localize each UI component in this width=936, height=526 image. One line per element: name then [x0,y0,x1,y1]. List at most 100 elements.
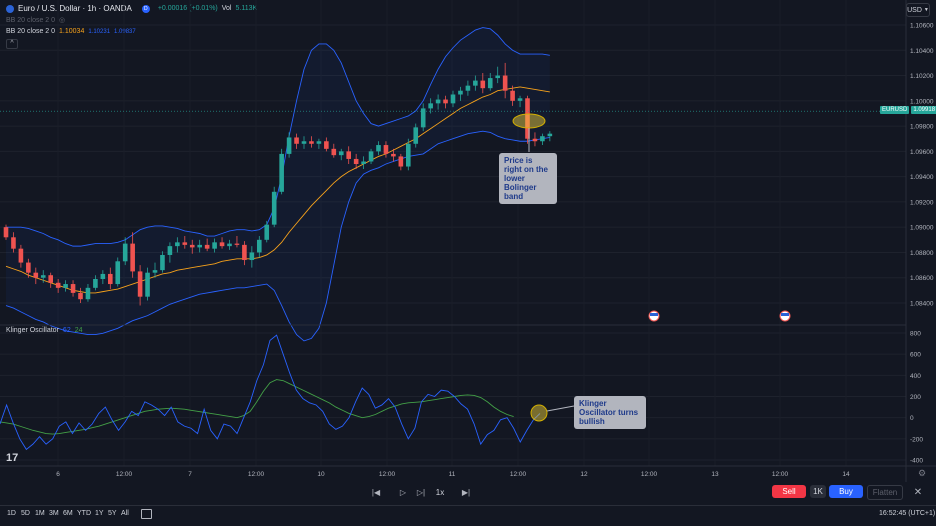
replay-jump-to-start-button[interactable]: |◀ [371,487,381,497]
klinger-oscillator-line [0,334,541,451]
sell-button[interactable]: Sell [772,485,806,498]
time-tick-label: 14 [842,471,850,478]
candle-body [353,158,359,164]
gear-icon[interactable]: ⚙ [918,468,927,478]
candle-body [11,237,16,249]
economic-event-flag-icon-2[interactable] [779,310,791,322]
candle-body [301,141,307,144]
candle-body [435,99,441,104]
time-tick-label: 12:00 [248,471,265,478]
oscillator-title[interactable]: Klinger Oscillator [6,327,59,334]
candle-body [26,262,31,273]
timeframe-1y[interactable]: 1Y [95,510,104,517]
oscillator-callout-connector [546,405,575,412]
quantity-value: 1K [813,487,823,496]
replay-speed-label: 1x [435,487,445,497]
clock-time[interactable]: 16:52:45 (UTC+1) [879,510,936,517]
collapse-legend-button[interactable]: ^ [6,39,18,49]
bollinger-upper-value: 1.10231 [88,28,111,35]
time-tick-label: 12:00 [772,471,789,478]
eye-off-icon[interactable]: ◎ [59,17,66,24]
price-tick-label: 1.10400 [910,48,934,55]
calendar-range-icon[interactable] [141,509,152,519]
oscillator-tick-label: -400 [910,458,923,465]
candle-body [78,292,83,300]
timeframe-ytd[interactable]: YTD [77,510,91,517]
timeframe-1m[interactable]: 1M [35,510,45,517]
volume-value: 5.113K [235,5,258,12]
time-tick-label: 10 [317,471,325,478]
time-tick-label: 11 [449,471,456,478]
market-status-icon[interactable]: D [141,4,150,13]
timeframe-all[interactable]: All [121,510,129,517]
candle-body [309,141,314,144]
candle-body [480,80,486,89]
candle-body [70,284,76,293]
candle-body [428,103,433,109]
timeframe-5y[interactable]: 5Y [108,510,117,517]
price-tick-label: 1.08800 [910,250,934,257]
candle-body [182,242,188,245]
replay-jump-to-realtime-button[interactable]: ▶| [461,487,471,497]
oscillator-callout: Klinger Oscillator turns bullish [574,396,646,429]
flatten-button[interactable]: Flatten [867,485,903,500]
candle-body [398,156,404,167]
candle-body [286,137,292,154]
candle-body [33,272,39,278]
current-price-symbol: EURUSD [880,106,910,115]
replay-step-forward-button[interactable]: ▷| [416,487,426,497]
price-tick-label: 1.10600 [910,23,934,30]
candle-body [152,270,158,273]
candle-body [487,78,493,89]
klinger-highlight [530,404,548,422]
timeframe-3m[interactable]: 3M [49,510,59,517]
timeframe-1d[interactable]: 1D [7,510,16,517]
oscillator-tick-label: -200 [910,436,923,443]
candle-body [204,244,210,249]
candle-body [391,153,396,157]
candle-body [540,136,545,142]
candle-body [249,252,255,261]
candle-body [376,145,381,152]
currency-flag-icon [6,4,14,13]
candle-body [346,151,351,159]
economic-event-flag-icon[interactable] [648,310,660,322]
time-tick-label: 12:00 [116,471,133,478]
candle-body [331,148,337,156]
candle-body [257,239,262,253]
replay-speed-button[interactable]: 1x [433,486,447,498]
candle-body [100,273,106,279]
indicator-line-label[interactable]: BB 20 close 2 0 [6,16,56,24]
timeframe-5d[interactable]: 5D [21,510,30,517]
candle-body [324,141,329,149]
oscillator-param-fast: 62 [62,327,71,334]
bollinger-lower-line [5,130,550,342]
timeframe-6m[interactable]: 6M [63,510,73,517]
quantity-field[interactable]: 1K [810,485,826,498]
buy-button[interactable]: Buy [829,485,863,498]
bollinger-basis-value: 1.10034 [59,28,85,35]
time-tick-label: 12:00 [379,471,396,478]
candle-body [189,244,195,248]
time-tick-label: 7 [188,471,192,478]
oscillator-tick-label: 0 [910,415,914,422]
buy-label: Buy [839,487,853,496]
symbol-title[interactable]: Euro / U.S. Dollar · 1h · OANDA [18,4,132,13]
candle-body [271,191,277,225]
tradingview-logo[interactable]: 17 [6,452,19,464]
candle-body [547,133,553,137]
lower-band-highlight [512,113,546,129]
close-icon[interactable]: ✕ [913,486,923,498]
candle-body [219,242,225,247]
replay-play-button[interactable]: ▷ [399,487,407,497]
bollinger-label[interactable]: BB 20 close 2 0 [6,28,56,35]
price-axis-ticks: 1.10600 1.10400 1.10200 1.10000 1.09800 1.096… [910,23,934,308]
candle-body [48,275,53,283]
price-tick-label: 1.08400 [910,301,934,308]
time-tick-label: 12:00 [510,471,527,478]
current-price-value: 1.09918 [911,106,936,115]
volume-label: Vol [221,5,232,12]
candle-body [443,99,448,104]
candle-body [175,242,180,247]
